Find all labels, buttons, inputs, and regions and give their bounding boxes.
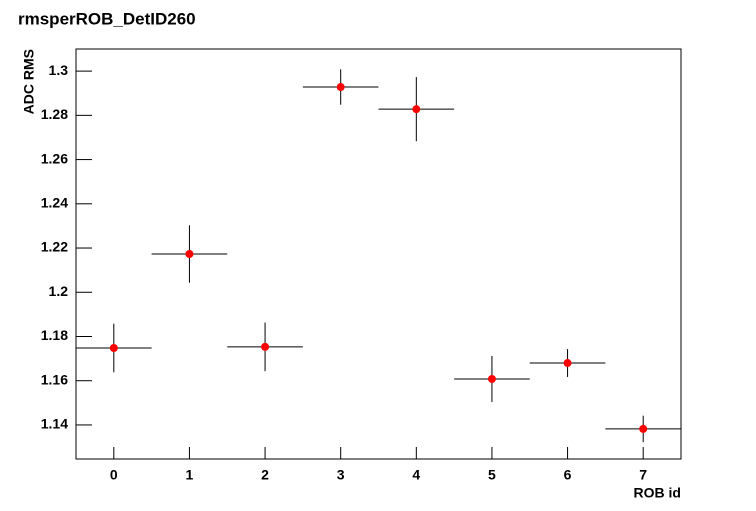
data-point	[412, 105, 421, 114]
x-axis-label: ROB id	[634, 485, 681, 501]
data-point	[109, 343, 118, 352]
y-tick-label: 1.18	[41, 327, 68, 343]
x-tick-label: 0	[110, 467, 118, 483]
x-tick-label: 3	[337, 467, 345, 483]
x-tick-label: 7	[639, 467, 647, 483]
y-axis-label: ADC RMS	[21, 49, 37, 114]
data-point	[336, 83, 345, 92]
x-tick-label: 1	[186, 467, 194, 483]
data-point	[639, 424, 648, 433]
y-tick-label: 1.14	[41, 416, 68, 432]
data-point	[563, 359, 572, 368]
x-tick-label: 6	[564, 467, 572, 483]
data-point	[261, 342, 270, 351]
y-tick-label: 1.22	[41, 239, 68, 255]
y-tick-label: 1.16	[41, 371, 68, 387]
plot-frame	[75, 48, 682, 460]
chart-title: rmsperROB_DetID260	[18, 9, 196, 28]
y-tick-label: 1.28	[41, 106, 68, 122]
data-point	[185, 250, 194, 258]
data-point	[487, 374, 496, 383]
x-tick-label: 2	[261, 467, 269, 483]
y-tick-label: 1.26	[41, 150, 68, 166]
y-tick-label: 1.3	[49, 62, 69, 78]
y-tick-label: 1.24	[41, 195, 68, 211]
y-tick-label: 1.2	[49, 283, 69, 299]
x-tick-label: 5	[488, 467, 496, 483]
x-tick-label: 4	[412, 467, 420, 483]
